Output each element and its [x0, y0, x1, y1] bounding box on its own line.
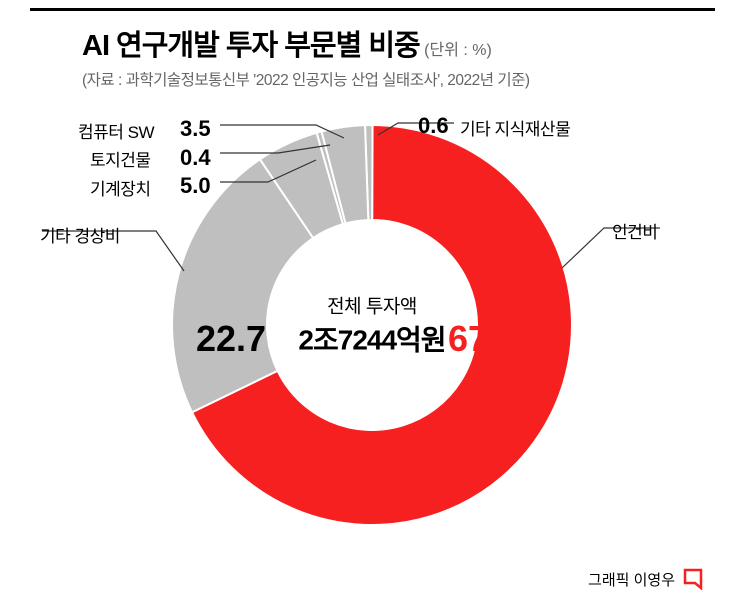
center-label: 전체 투자액: [298, 292, 445, 319]
value-gita-gyeong: 22.7: [196, 318, 266, 360]
value-toji: 0.4: [180, 145, 211, 171]
label-gigye: 기계장치: [90, 175, 151, 200]
label-computer: 컴퓨터 SW: [78, 118, 154, 143]
label-ingeonbi: 인건비: [612, 218, 657, 243]
donut-center: 전체 투자액 2조7244억원: [298, 292, 445, 359]
chart-unit: (단위 : %): [424, 42, 492, 59]
label-gita-gyeong: 기타 경상비: [40, 222, 120, 247]
value-computer: 3.5: [180, 116, 211, 142]
label-gita-jisik: 기타 지식재산물: [460, 115, 570, 140]
value-ingeonbi: 67.7: [448, 318, 518, 360]
chart-subtitle: (자료 : 과학기술정보통신부 '2022 인공지능 산업 실태조사', 202…: [82, 68, 530, 90]
credit: 그래픽 이영우: [588, 567, 705, 591]
value-gigye: 5.0: [180, 173, 211, 199]
header: AI 연구개발 투자 부문별 비중 (단위 : %) (자료 : 과학기술정보통…: [82, 22, 530, 90]
top-border: [30, 8, 715, 11]
chart-title: AI 연구개발 투자 부문별 비중: [82, 30, 420, 62]
center-value: 2조7244억원: [298, 319, 445, 359]
label-toji: 토지건물: [90, 146, 151, 171]
value-gita-jisik: 0.6: [418, 113, 449, 139]
credit-logo-icon: [681, 567, 705, 591]
credit-text: 그래픽 이영우: [588, 569, 675, 590]
